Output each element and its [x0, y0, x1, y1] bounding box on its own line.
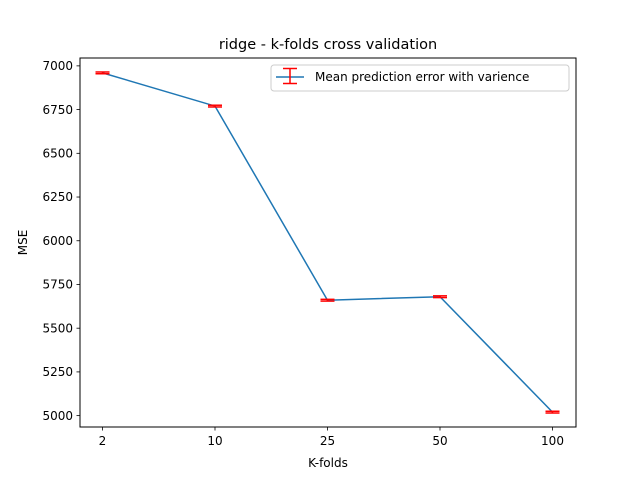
legend-label: Mean prediction error with varience — [315, 70, 529, 84]
y-tick-label: 7000 — [42, 59, 73, 73]
x-tick-label: 100 — [541, 434, 564, 448]
legend: Mean prediction error with varience — [271, 65, 569, 91]
y-tick-label: 5000 — [42, 409, 73, 423]
y-tick-label: 6500 — [42, 147, 73, 161]
y-tick-label: 6250 — [42, 190, 73, 204]
y-tick-label: 6750 — [42, 103, 73, 117]
x-axis-label: K-folds — [308, 456, 348, 470]
y-tick-label: 5500 — [42, 321, 73, 335]
x-tick-label: 25 — [320, 434, 335, 448]
y-axis-label: MSE — [16, 230, 30, 256]
y-tick-label: 5750 — [42, 278, 73, 292]
y-tick-label: 5250 — [42, 365, 73, 379]
x-tick-label: 50 — [432, 434, 447, 448]
y-tick-label: 6000 — [42, 234, 73, 248]
chart-title: ridge - k-folds cross validation — [219, 37, 437, 53]
x-tick-label: 2 — [99, 434, 107, 448]
x-tick-label: 10 — [207, 434, 222, 448]
